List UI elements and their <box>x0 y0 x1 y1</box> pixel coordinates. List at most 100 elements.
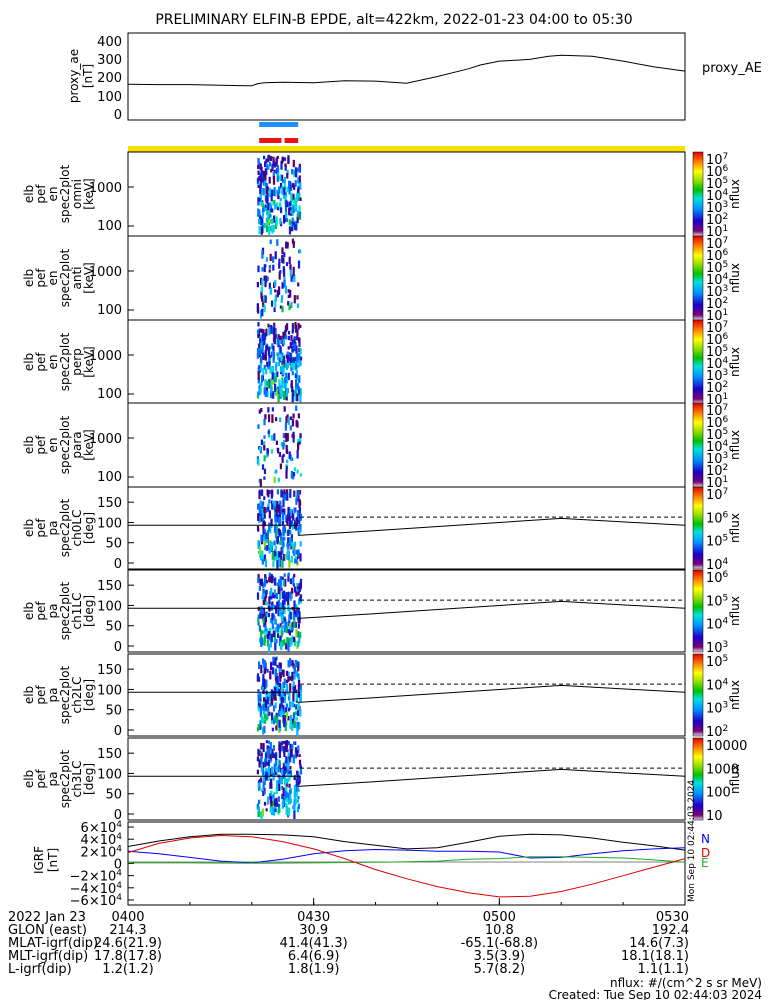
pitch-angle-pixel <box>270 633 273 643</box>
pitch-angle-pixel <box>299 632 302 639</box>
spectrogram-pixel <box>291 419 294 427</box>
spectrogram-pixel <box>279 174 282 181</box>
spectrogram-pixel <box>267 365 270 369</box>
pitch-angle-pixel <box>258 799 261 805</box>
colorbar-tick: 1000 <box>706 762 739 777</box>
spectrogram-pixel <box>263 294 266 303</box>
spectrogram-pixel <box>257 165 260 169</box>
pitch-angle-pixel <box>262 727 265 735</box>
spectrogram-pixel <box>260 328 263 333</box>
pitch-angle-pixel <box>296 784 299 791</box>
pitch-angle-pixel <box>279 500 282 505</box>
pitch-angle-pixel <box>295 517 298 526</box>
pitch-angle-pixel <box>279 551 283 561</box>
spectrogram-pixel <box>287 372 290 381</box>
spectrogram-pixel <box>298 337 301 343</box>
pitch-angle-pixel <box>265 740 268 744</box>
colorbar-unit-label: nflux <box>728 430 742 460</box>
spectrogram-pixel <box>257 371 260 380</box>
spectrogram-pixel <box>269 202 272 209</box>
spectrogram-pixel <box>284 165 287 171</box>
pitch-angle-pixel <box>286 551 289 560</box>
panel-ylabel-line: spec2plot <box>58 332 72 391</box>
spectrogram-pixel <box>285 416 288 423</box>
igrf-legend-d: D <box>701 846 710 860</box>
spectrogram-pixel <box>286 323 289 331</box>
spectrogram-pixel <box>296 210 300 214</box>
spectrogram-pixel <box>263 441 266 449</box>
spectrogram-pixel <box>263 455 266 462</box>
pitch-angle-pixel <box>278 602 281 612</box>
science-zone-red-bar <box>259 138 282 143</box>
pitch-angle-pixel <box>257 782 260 788</box>
spectrogram-pixel <box>260 216 263 226</box>
pitch-angle-pixel <box>257 528 260 532</box>
spectrogram-pixel <box>279 305 282 309</box>
spectrogram-pixel <box>298 347 301 353</box>
spectrogram-pixel <box>272 176 276 185</box>
igrf-legend-e: E <box>701 856 709 870</box>
pitch-angle-pixel <box>297 608 300 614</box>
colorbar-tick: 103 <box>706 701 728 717</box>
pitch-angle-pixel <box>267 763 271 770</box>
spectrogram-pixel <box>263 435 266 439</box>
pitch-angle-pixel <box>276 689 279 694</box>
spectrogram-pixel <box>286 377 289 382</box>
spectrogram-pixel <box>265 195 268 204</box>
colorbar-tick: 103 <box>706 451 728 467</box>
pitch-angle-pixel <box>265 580 268 584</box>
pitch-angle-pixel <box>293 665 296 673</box>
pitch-angle-pixel <box>298 775 301 784</box>
pitch-angle-pixel <box>297 704 300 711</box>
pitch-angle-pixel <box>280 708 283 714</box>
pitch-angle-pixel <box>283 625 286 633</box>
ephem-value: 6.4(6.9) <box>288 949 340 964</box>
spectrogram-pixel <box>297 260 301 269</box>
pitch-angle-pixel <box>282 704 285 711</box>
pitch-angle-pixel <box>295 705 298 710</box>
pitch-angle-pixel <box>293 507 296 514</box>
colorbar-tick: 104 <box>706 439 729 455</box>
pitch-angle-pixel <box>284 776 287 786</box>
pitch-angle-pixel <box>271 727 274 732</box>
pitch-angle-pixel <box>273 806 276 816</box>
pitch-angle-pixel <box>274 674 278 681</box>
spectrogram-pixel <box>262 181 265 186</box>
spectrogram-pixel <box>263 275 266 281</box>
pitch-angle-pixel <box>260 755 263 765</box>
pitch-angle-pixel <box>262 704 265 711</box>
spectrogram-pixel <box>290 380 293 387</box>
spectrogram-pixel <box>296 393 299 402</box>
spectrogram-pixel <box>291 274 294 279</box>
pitch-angle-pixel <box>289 743 292 752</box>
pitch-angle-pixel <box>290 520 293 524</box>
spectrogram-pixel <box>262 352 265 359</box>
spectrogram-pixel <box>274 372 277 379</box>
pitch-angle-pixel <box>295 628 298 638</box>
pitch-angle-pixel <box>283 715 286 722</box>
pitch-angle-pixel <box>279 693 282 701</box>
spectrogram-pixel <box>259 187 262 195</box>
panel-ylabel-line: pa <box>46 688 60 703</box>
spectrogram-pixel <box>263 387 266 395</box>
spectrogram-pixel <box>281 359 284 366</box>
pitch-angle-pixel <box>282 766 285 776</box>
igrf-total-line <box>127 833 686 851</box>
spectrogram-pixel <box>260 226 263 235</box>
pitch-angle-pixel <box>275 509 278 517</box>
pitch-angle-pixel <box>276 676 279 685</box>
spectrogram-pixel <box>300 356 303 361</box>
panel-ylabel-line: pef <box>34 184 48 204</box>
pitch-angle-pixel <box>286 626 289 634</box>
pitch-angle-pixel <box>293 614 296 621</box>
spectrogram-pixel <box>256 329 260 334</box>
pitch-angle-pixel <box>286 765 289 771</box>
spectrogram-pixel <box>292 413 295 419</box>
spectrogram-pixel <box>267 347 270 356</box>
pitch-angle-pixel <box>270 778 273 788</box>
pitch-angle-pixel <box>264 753 268 762</box>
pitch-angle-pixel <box>264 544 267 551</box>
pitch-angle-pixel <box>260 811 263 820</box>
pitch-angle-pixel <box>278 719 281 728</box>
